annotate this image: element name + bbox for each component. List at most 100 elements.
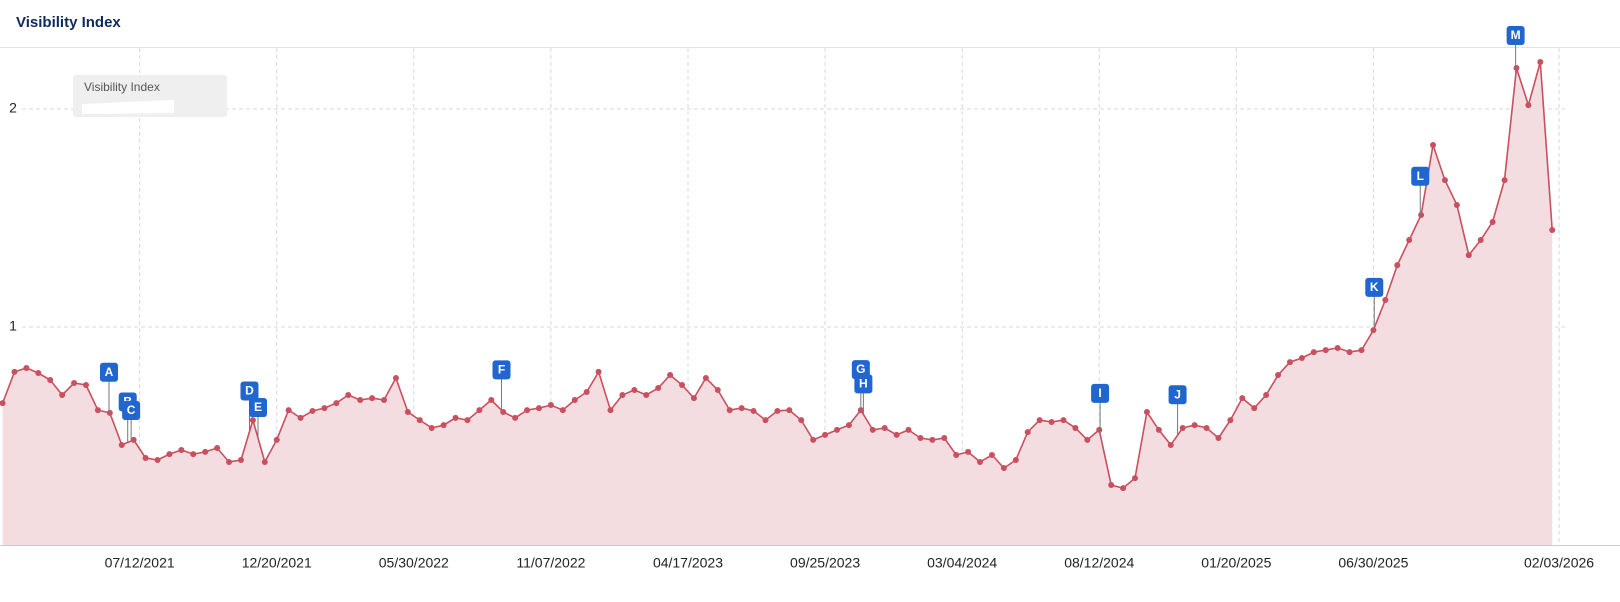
point — [1239, 395, 1246, 402]
point — [1263, 392, 1270, 399]
point — [142, 455, 149, 462]
annotation-label: M — [1511, 28, 1521, 42]
legend-label: Visibility Index — [84, 80, 160, 94]
point — [237, 456, 244, 463]
point — [1036, 417, 1043, 424]
point — [738, 405, 745, 412]
annotation-flag — [99, 362, 118, 382]
point — [476, 407, 483, 414]
annotation-label: L — [1417, 169, 1424, 183]
point — [345, 392, 352, 399]
point — [1346, 349, 1353, 356]
point — [535, 405, 542, 412]
point — [988, 451, 995, 458]
x-tick-label: 04/17/2023 — [653, 555, 723, 571]
point — [1191, 422, 1198, 429]
point — [1310, 349, 1317, 356]
point — [881, 424, 888, 431]
point — [249, 417, 256, 424]
point — [1108, 482, 1115, 489]
point — [47, 376, 54, 383]
point — [1275, 371, 1282, 378]
point — [261, 458, 268, 465]
annotation-flag — [1411, 166, 1430, 186]
point — [214, 444, 221, 451]
point — [392, 375, 399, 382]
point — [977, 458, 984, 465]
annotation-label: K — [1370, 280, 1379, 294]
x-tick-label: 03/04/2024 — [927, 555, 997, 571]
annotation-label: I — [1098, 386, 1101, 400]
point — [1382, 296, 1389, 303]
point — [0, 400, 6, 407]
point — [845, 422, 852, 429]
y-tick-label: 2 — [9, 100, 17, 116]
legend: Visibility Index — [73, 75, 227, 117]
point — [1072, 424, 1079, 431]
annotation-flag — [851, 360, 870, 380]
point — [1203, 424, 1210, 431]
point — [1000, 465, 1007, 472]
point — [655, 385, 662, 392]
point — [702, 375, 709, 382]
point — [202, 448, 209, 455]
point — [941, 434, 948, 441]
point — [130, 436, 137, 443]
point — [190, 451, 197, 458]
x-tick-label: 05/30/2022 — [379, 555, 449, 571]
point — [607, 407, 614, 414]
x-tick-label: 11/07/2022 — [516, 555, 585, 571]
x-tick-label: 08/12/2024 — [1064, 555, 1134, 571]
point — [500, 409, 507, 416]
point — [23, 364, 30, 371]
x-tick-label: 09/25/2023 — [790, 555, 860, 571]
point — [404, 409, 411, 416]
point — [1525, 102, 1532, 109]
point — [1394, 262, 1401, 269]
point — [1120, 485, 1127, 492]
annotation-label: D — [245, 384, 254, 398]
annotation-label: A — [105, 365, 114, 379]
point — [94, 407, 101, 414]
point — [1501, 177, 1508, 184]
point — [512, 414, 519, 421]
point — [762, 417, 769, 424]
point — [1418, 211, 1425, 218]
point — [154, 456, 161, 463]
point — [1537, 58, 1544, 65]
point — [798, 417, 805, 424]
point — [166, 451, 173, 458]
point — [178, 446, 185, 453]
point — [1453, 201, 1460, 208]
point — [1012, 456, 1019, 463]
legend-redaction — [82, 100, 174, 114]
point — [35, 370, 42, 377]
annotation-flag — [854, 374, 873, 394]
annotation-flag — [1091, 383, 1110, 403]
point — [106, 409, 113, 416]
point — [309, 407, 316, 414]
point — [381, 397, 388, 404]
point — [667, 371, 674, 378]
x-tick-label: 02/03/2026 — [1524, 555, 1594, 571]
point — [822, 431, 829, 438]
point — [1227, 417, 1234, 424]
point — [786, 407, 793, 414]
annotation-label: H — [859, 376, 868, 390]
annotation-label: F — [498, 362, 505, 376]
point — [869, 426, 876, 433]
point — [1430, 142, 1437, 149]
chart-title: Visibility Index — [16, 14, 121, 31]
point — [1096, 426, 1103, 433]
plot-area — [0, 58, 1556, 545]
x-tick-label: 07/12/2021 — [105, 555, 175, 571]
point — [631, 387, 638, 394]
point — [905, 426, 912, 433]
point — [1298, 354, 1305, 361]
x-tick-label: 06/30/2025 — [1338, 555, 1408, 571]
point — [297, 414, 304, 421]
point — [1084, 436, 1091, 443]
point — [440, 422, 447, 429]
point — [11, 368, 18, 375]
point — [428, 424, 435, 431]
